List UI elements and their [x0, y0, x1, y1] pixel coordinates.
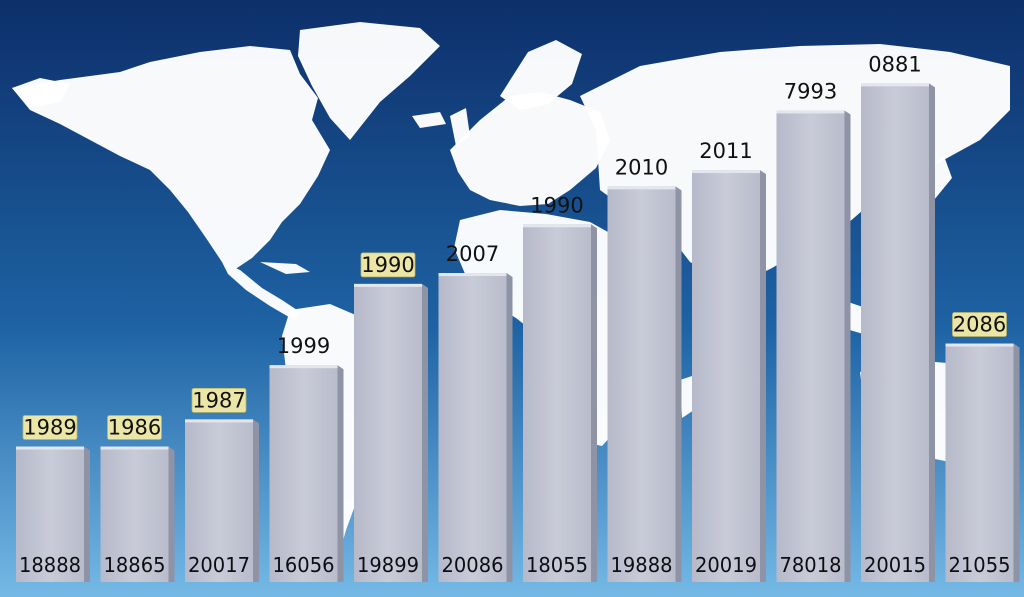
bar-top-label: 2086 — [953, 313, 1006, 337]
bar-top-edge — [354, 283, 422, 287]
bar-top-edge — [185, 419, 253, 423]
bar-5 — [354, 283, 428, 582]
bar-side — [929, 83, 935, 583]
bar-face — [776, 110, 845, 583]
top-label-highlight — [107, 415, 162, 440]
labels-layer: 1989 18888 1986 18865 1987 20017 1999 16056 1990… — [19, 52, 1011, 577]
land-greenland — [298, 22, 440, 140]
land-madagascar — [680, 376, 694, 418]
bar-12 — [945, 343, 1020, 582]
bar-top-edge — [607, 186, 676, 190]
bar-face — [269, 365, 338, 582]
bar-top-edge — [523, 224, 591, 228]
land-scandinavia — [500, 40, 582, 110]
bar-top-edge — [269, 365, 338, 369]
bar-1 — [16, 446, 90, 582]
bar-face — [607, 186, 676, 582]
bar-10 — [776, 110, 851, 583]
bars-layer — [16, 83, 1020, 583]
bar-top-label: 2007 — [446, 242, 499, 266]
land-central-america — [222, 262, 300, 320]
bar-base-label: 20019 — [695, 553, 757, 577]
bar-top-edge — [100, 446, 169, 450]
bar-face — [861, 83, 929, 583]
bar-face — [354, 283, 422, 582]
bar-top-label: 1990 — [530, 193, 583, 217]
bar-4 — [269, 365, 344, 582]
bar-face — [16, 446, 84, 582]
top-label-highlight — [952, 312, 1007, 337]
bar-side — [591, 224, 597, 582]
bar-top-label: 1990 — [361, 253, 414, 277]
bar-base-label: 78018 — [780, 553, 842, 577]
bar-11 — [861, 83, 935, 583]
top-label-highlight — [191, 387, 247, 413]
bar-side — [506, 273, 513, 582]
bar-top-label: 1987 — [192, 388, 245, 412]
bar-base-label: 20015 — [864, 553, 926, 577]
bar-base-label: 20017 — [188, 553, 250, 577]
bar-side — [168, 446, 175, 582]
bar-side — [337, 365, 344, 582]
bar-face — [100, 446, 169, 582]
land-iceland — [412, 112, 446, 128]
bar-top-edge — [692, 170, 760, 174]
bar-base-label: 19899 — [357, 553, 419, 577]
bar-top-label: 1999 — [277, 334, 330, 358]
bar-face — [185, 419, 253, 582]
bar-top-label: 1986 — [108, 416, 161, 440]
land-uk — [450, 108, 470, 146]
bar-top-label: 7993 — [784, 79, 837, 103]
bar-top-label: 1989 — [23, 416, 76, 440]
land-north-america — [12, 46, 330, 270]
bar-side — [675, 186, 682, 582]
bar-top-edge — [438, 273, 507, 277]
bar-top-edge — [16, 446, 84, 450]
land-caribbean — [260, 262, 310, 274]
bar-top-label: 0881 — [868, 52, 921, 76]
bar-face — [692, 170, 760, 582]
bar-face — [945, 343, 1014, 582]
bar-base-label: 18055 — [526, 553, 588, 577]
bar-side — [760, 170, 766, 582]
bar-top-edge — [861, 83, 929, 87]
bar-base-label: 16056 — [273, 553, 335, 577]
bar-top-label: 2011 — [699, 139, 752, 163]
bar-face — [523, 224, 591, 582]
land-europe — [450, 92, 610, 206]
bar-9 — [692, 170, 766, 582]
bar-8 — [607, 186, 682, 582]
land-alaska — [12, 78, 70, 108]
bar-side — [1013, 343, 1020, 582]
bar-side — [422, 283, 428, 582]
bar-top-edge — [945, 343, 1014, 347]
bar-7 — [523, 224, 597, 582]
bar-top-edge — [776, 110, 845, 114]
bar-side — [84, 446, 90, 582]
top-label-highlight — [22, 415, 78, 440]
bar-side — [253, 419, 259, 582]
bar-6 — [438, 273, 513, 582]
bar-base-label: 18865 — [104, 553, 166, 577]
top-label-highlight — [360, 252, 416, 278]
bar-base-label: 18888 — [19, 553, 81, 577]
bar-3 — [185, 419, 259, 582]
bar-2 — [100, 446, 175, 582]
bar-top-label: 2010 — [615, 155, 668, 179]
bar-side — [844, 110, 851, 583]
bar-base-label: 21055 — [949, 553, 1011, 577]
bar-base-label: 20086 — [442, 553, 504, 577]
bar-base-label: 19888 — [611, 553, 673, 577]
bar-face — [438, 273, 507, 582]
